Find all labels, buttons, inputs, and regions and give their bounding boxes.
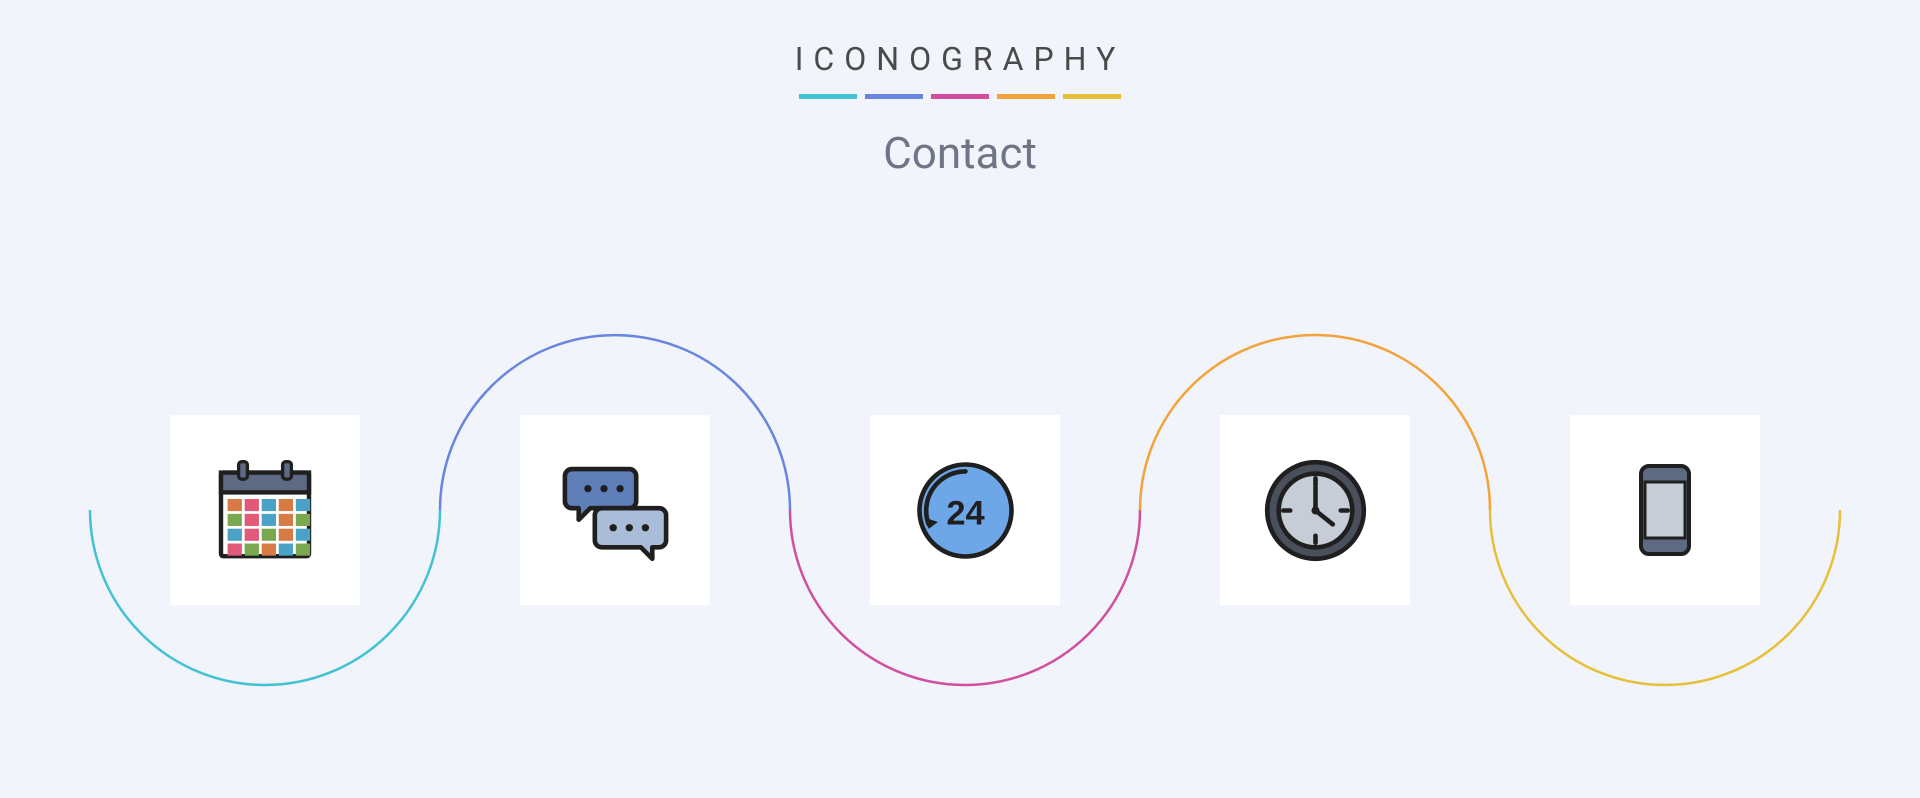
stripe-1: [799, 94, 857, 99]
chat-icon: [555, 450, 675, 570]
clock-icon: [1255, 450, 1375, 570]
icon-stage: 24: [0, 260, 1920, 760]
header: ICONOGRAPHY Contact: [0, 0, 1920, 179]
icon-tile-chat: [520, 415, 710, 605]
svg-text:24: 24: [946, 494, 984, 532]
stripe-5: [1063, 94, 1121, 99]
stripe-4: [997, 94, 1055, 99]
smartphone-icon: [1605, 450, 1725, 570]
calendar-icon: [205, 450, 325, 570]
brand-stripes: [0, 94, 1920, 99]
icon-tile-twenty-four: 24: [870, 415, 1060, 605]
stripe-3: [931, 94, 989, 99]
pack-subtitle: Contact: [0, 127, 1920, 179]
icon-tile-clock: [1220, 415, 1410, 605]
brand-title: ICONOGRAPHY: [0, 40, 1920, 78]
twenty-four-hours-icon: 24: [905, 450, 1025, 570]
icon-tile-calendar: [170, 415, 360, 605]
icon-tile-phone: [1570, 415, 1760, 605]
stripe-2: [865, 94, 923, 99]
